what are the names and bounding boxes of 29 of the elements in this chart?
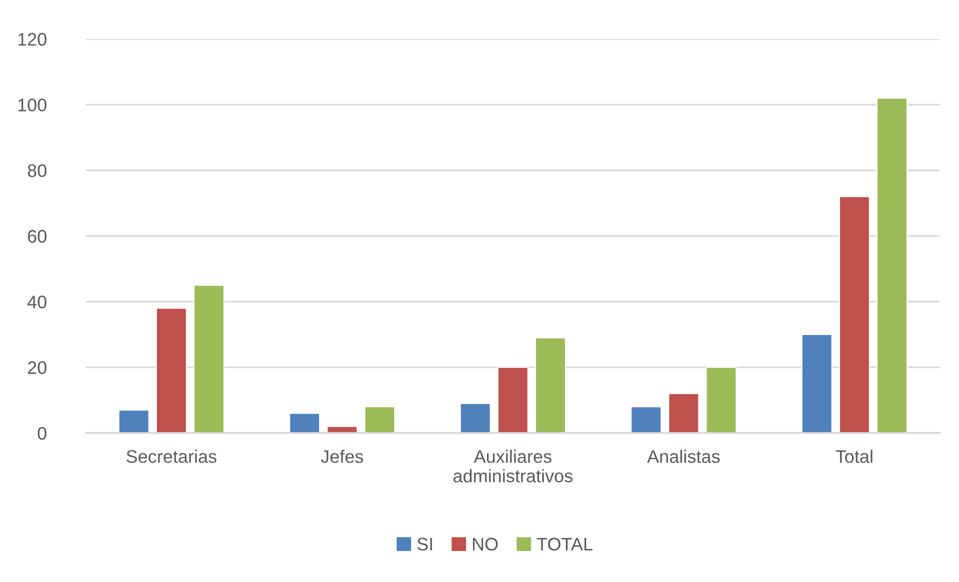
x-tick-label: Total	[836, 450, 872, 463]
bar	[801, 334, 832, 434]
x-tick-label: Jefes	[320, 450, 364, 463]
y-tick-label: 40	[27, 296, 46, 308]
y-tick-label: 20	[28, 361, 46, 374]
y-tick-label: 80	[28, 164, 46, 178]
bar	[460, 402, 491, 434]
y-tick-label: 60	[28, 230, 46, 243]
bar	[630, 406, 662, 434]
bar	[876, 98, 908, 434]
bar	[364, 406, 396, 434]
bar	[193, 284, 225, 434]
x-tick-label: Analistas	[647, 450, 720, 463]
y-tick-label: 120	[18, 32, 46, 46]
bar	[289, 412, 320, 434]
legend-label: SI	[417, 538, 432, 551]
bar	[668, 393, 700, 434]
legend-label: NO	[472, 538, 498, 551]
bar	[497, 366, 529, 434]
x-tick-label: Auxiliares administrativos	[453, 450, 572, 482]
y-tick-label: 100	[18, 98, 46, 112]
y-tick-label: 0	[38, 426, 46, 440]
bar	[118, 409, 150, 434]
bar	[838, 196, 870, 434]
bar	[156, 308, 187, 434]
legend-label: TOTAL	[536, 538, 592, 551]
bar	[534, 337, 566, 434]
x-tick-label: Secretarias	[126, 450, 216, 463]
bar	[706, 366, 737, 434]
